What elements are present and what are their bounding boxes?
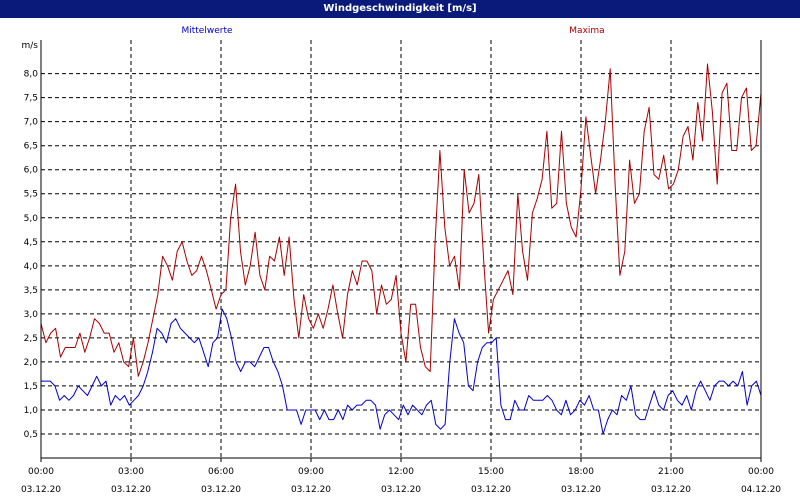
y-tick-label: 4,0 [24, 262, 39, 272]
x-tick-date: 03.12.20 [111, 485, 151, 495]
x-tick-date: 03.12.20 [651, 485, 691, 495]
y-tick-label: 2,5 [24, 334, 38, 344]
y-tick-label: 1,5 [24, 382, 38, 392]
wind-speed-chart: 0,5 1,0 1,5 2,0 2,5 3,0 3,5 4,0 4,5 5,0 5,5 6,0 6,5 7… [21, 26, 781, 495]
y-tick-label: 7,5 [24, 94, 38, 104]
y-tick-label: 3,5 [24, 286, 38, 296]
y-tick-label: 2,0 [24, 358, 39, 368]
x-tick-time: 03:00 [118, 467, 144, 477]
plot-background [41, 40, 761, 458]
x-tick-time: 00:00 [748, 467, 774, 477]
window-title: Windgeschwindigkeit [m/s] [0, 0, 800, 18]
x-tick-time: 18:00 [568, 467, 594, 477]
y-tick-label: 4,5 [24, 238, 38, 248]
x-tick-time: 15:00 [478, 467, 504, 477]
x-tick-time: 09:00 [298, 467, 324, 477]
x-tick-date: 04.12.20 [741, 485, 781, 495]
y-tick-label: 3,0 [24, 310, 39, 320]
x-tick-time: 06:00 [208, 467, 234, 477]
y-tick-label: 0,5 [24, 430, 38, 440]
y-tick-label: 6,0 [24, 166, 39, 176]
x-tick-date: 03.12.20 [21, 485, 61, 495]
y-tick-label: 8,0 [24, 70, 39, 80]
series-line-maxima [40, 63, 762, 377]
y-axis-unit: m/s [22, 41, 39, 51]
x-tick-date: 03.12.20 [471, 485, 511, 495]
y-tick-label: 5,5 [24, 190, 38, 200]
x-tick-date: 03.12.20 [561, 485, 601, 495]
series-lines [40, 63, 762, 435]
y-tick-label: 7,0 [24, 118, 39, 128]
y-tick-label: 1,0 [24, 406, 39, 416]
legend-maxima: Maxima [569, 26, 604, 36]
horizontal-gridlines [41, 73, 761, 435]
y-tick-label: 5,0 [24, 214, 39, 224]
x-tick-date: 03.12.20 [201, 485, 241, 495]
y-tick-labels: 0,5 1,0 1,5 2,0 2,5 3,0 3,5 4,0 4,5 5,0 5,5 6,0 6,5 7… [24, 70, 39, 440]
y-tick-label: 6,5 [24, 142, 38, 152]
x-tick-labels: 00:00 03.12.20 03:00 03.12.20 06:00 03.12.20 0… [21, 458, 781, 495]
x-tick-date: 03.12.20 [381, 485, 421, 495]
x-tick-time: 12:00 [388, 467, 414, 477]
x-tick-time: 00:00 [28, 467, 54, 477]
series-line-mittelwerte [41, 308, 762, 435]
x-tick-time: 21:00 [658, 467, 684, 477]
legend-mittelwerte: Mittelwerte [181, 26, 232, 36]
x-tick-date: 03.12.20 [291, 485, 331, 495]
